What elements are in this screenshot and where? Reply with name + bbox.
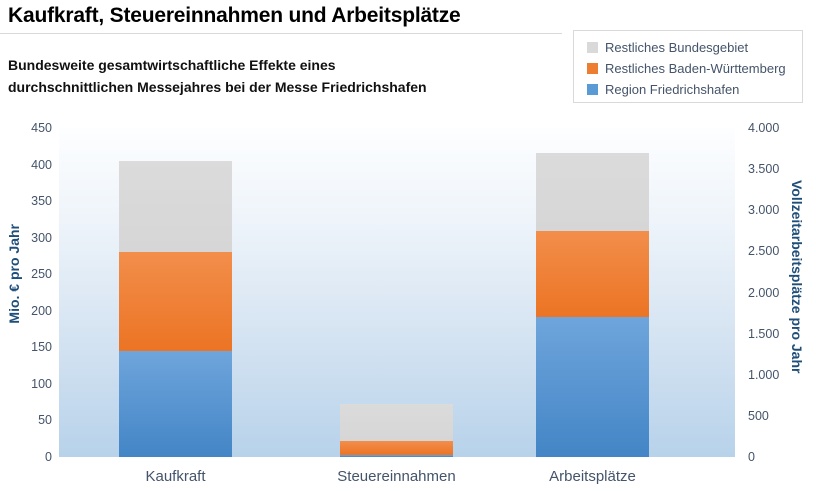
left-axis-tick: 250	[31, 267, 52, 282]
legend-item: Restliches Baden-Württemberg	[587, 58, 802, 79]
right-axis-tick: 1.500	[748, 326, 780, 341]
left-axis-tick: 350	[31, 194, 52, 209]
left-axis-tick: 50	[38, 413, 52, 428]
left-axis-ticks: 450 400 350 300 250 200 150 100 50 0	[0, 121, 52, 464]
left-axis-tick: 450	[31, 121, 52, 135]
legend-swatch-icon	[587, 63, 598, 74]
bar-segment-region-friedrichshafen	[340, 454, 453, 457]
right-axis-tick: 3.500	[748, 162, 780, 177]
legend-item-label: Restliches Bundesgebiet	[605, 40, 749, 55]
category-label-kaufkraft: Kaufkraft	[145, 468, 206, 485]
right-axis-title: Vollzeitarbeitsplätze pro Jahr	[789, 180, 805, 374]
bar-segment-restliches-bundesgebiet	[340, 403, 453, 441]
chart-title: Kaufkraft, Steuereinnahmen und Arbeitspl…	[8, 4, 461, 27]
title-divider	[0, 33, 562, 34]
subtitle-line-1: Bundesweite gesamtwirtschaftliche Effekt…	[8, 57, 336, 73]
right-axis-ticks: 4.000 3.500 3.000 2.500 2.000 1.500 1.000 500 0	[748, 121, 808, 464]
legend-swatch-icon	[587, 42, 598, 53]
left-axis-tick: 300	[31, 230, 52, 245]
legend-item: Restliches Bundesgebiet	[587, 37, 802, 58]
bar-kaufkraft	[119, 160, 232, 457]
category-label-steuereinnahmen: Steuereinnahmen	[337, 468, 456, 485]
legend: Restliches Bundesgebiet Restliches Baden-…	[573, 30, 803, 103]
left-axis-tick: 0	[45, 449, 52, 464]
category-label-arbeitsplatze: Arbeitsplätze	[549, 468, 636, 485]
right-axis-tick: 0	[748, 450, 755, 464]
bar-segment-region-friedrichshafen	[119, 351, 232, 457]
right-axis-tick: 4.000	[748, 121, 780, 135]
bar-segment-restliches-baden-wurttemberg	[340, 440, 453, 455]
right-axis-tick: 1.000	[748, 367, 780, 382]
right-axis-tick: 3.000	[748, 203, 780, 218]
bar-steuereinnahmen	[340, 403, 453, 457]
bar-arbeitsplatze	[536, 152, 649, 457]
legend-item-label: Restliches Baden-Württemberg	[605, 61, 786, 76]
bar-segment-restliches-bundesgebiet	[536, 152, 649, 231]
bar-segment-region-friedrichshafen	[536, 317, 649, 457]
bar-segment-restliches-baden-wurttemberg	[119, 252, 232, 351]
right-axis-tick: 500	[748, 408, 769, 423]
legend-item-label: Region Friedrichshafen	[605, 82, 740, 97]
left-axis-tick: 200	[31, 303, 52, 318]
left-axis-tick: 400	[31, 157, 52, 172]
chart-subtitle: Bundesweite gesamtwirtschaftliche Effekt…	[8, 54, 427, 98]
bar-segment-restliches-baden-wurttemberg	[536, 230, 649, 318]
left-axis-tick: 100	[31, 376, 52, 391]
bar-segment-restliches-bundesgebiet	[119, 160, 232, 253]
plot-area	[59, 128, 735, 457]
right-axis-tick: 2.500	[748, 244, 780, 259]
right-axis-tick: 2.000	[748, 285, 780, 300]
subtitle-line-2: durchschnittlichen Messejahres bei der M…	[8, 79, 427, 95]
legend-item: Region Friedrichshafen	[587, 79, 802, 100]
legend-swatch-icon	[587, 84, 598, 95]
left-axis-tick: 150	[31, 340, 52, 355]
